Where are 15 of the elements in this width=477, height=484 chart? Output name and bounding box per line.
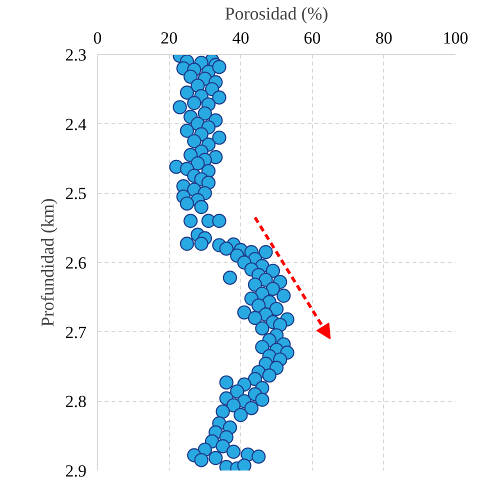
y-tick-label: 2.6 (65, 254, 86, 272)
x-tick-label: 60 (304, 28, 321, 48)
x-tick-label: 40 (232, 28, 250, 48)
x-tick-label: 20 (160, 28, 178, 48)
x-axis-title: Porosidad (%) (224, 4, 328, 24)
y-tick-label: 2.7 (65, 322, 87, 342)
x-tick-label: 0 (93, 28, 102, 48)
x-tick-label: 100 (442, 28, 468, 48)
y-axis-title: Profundidad (km) (37, 198, 58, 327)
y-tick-label: 2.5 (65, 184, 86, 204)
x-tick-label: 80 (375, 28, 392, 48)
y-tick-label: 2.9 (65, 462, 86, 480)
y-tick-label: 2.3 (65, 46, 86, 64)
y-tick-label: 2.4 (65, 114, 87, 134)
y-tick-label: 2.8 (65, 392, 86, 412)
